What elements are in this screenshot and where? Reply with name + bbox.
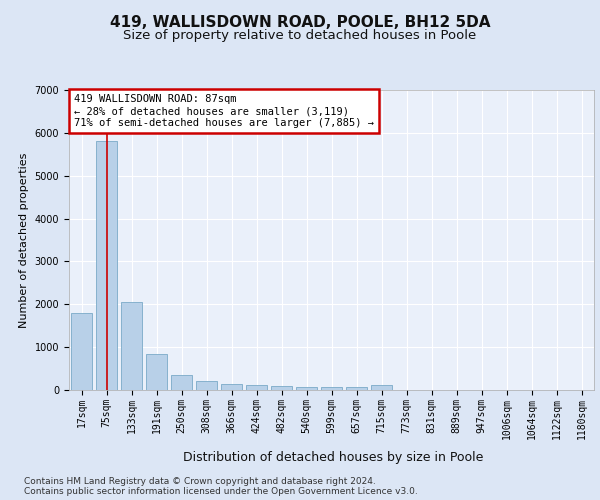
Text: Distribution of detached houses by size in Poole: Distribution of detached houses by size … [183,451,483,464]
Bar [121,302,142,390]
Bar [171,376,192,390]
Text: Contains HM Land Registry data © Crown copyright and database right 2024.: Contains HM Land Registry data © Crown c… [24,476,376,486]
Bar [221,384,242,390]
Bar [371,386,392,390]
Y-axis label: Number of detached properties: Number of detached properties [19,152,29,328]
Bar [96,140,117,390]
Text: 419 WALLISDOWN ROAD: 87sqm
← 28% of detached houses are smaller (3,119)
71% of s: 419 WALLISDOWN ROAD: 87sqm ← 28% of deta… [74,94,374,128]
Bar [346,387,367,390]
Bar [71,314,92,390]
Bar [296,387,317,390]
Bar [321,387,342,390]
Text: Size of property relative to detached houses in Poole: Size of property relative to detached ho… [124,28,476,42]
Bar [146,354,167,390]
Bar [196,380,217,390]
Text: 419, WALLISDOWN ROAD, POOLE, BH12 5DA: 419, WALLISDOWN ROAD, POOLE, BH12 5DA [110,15,490,30]
Text: Contains public sector information licensed under the Open Government Licence v3: Contains public sector information licen… [24,486,418,496]
Bar [246,386,267,390]
Bar [271,386,292,390]
